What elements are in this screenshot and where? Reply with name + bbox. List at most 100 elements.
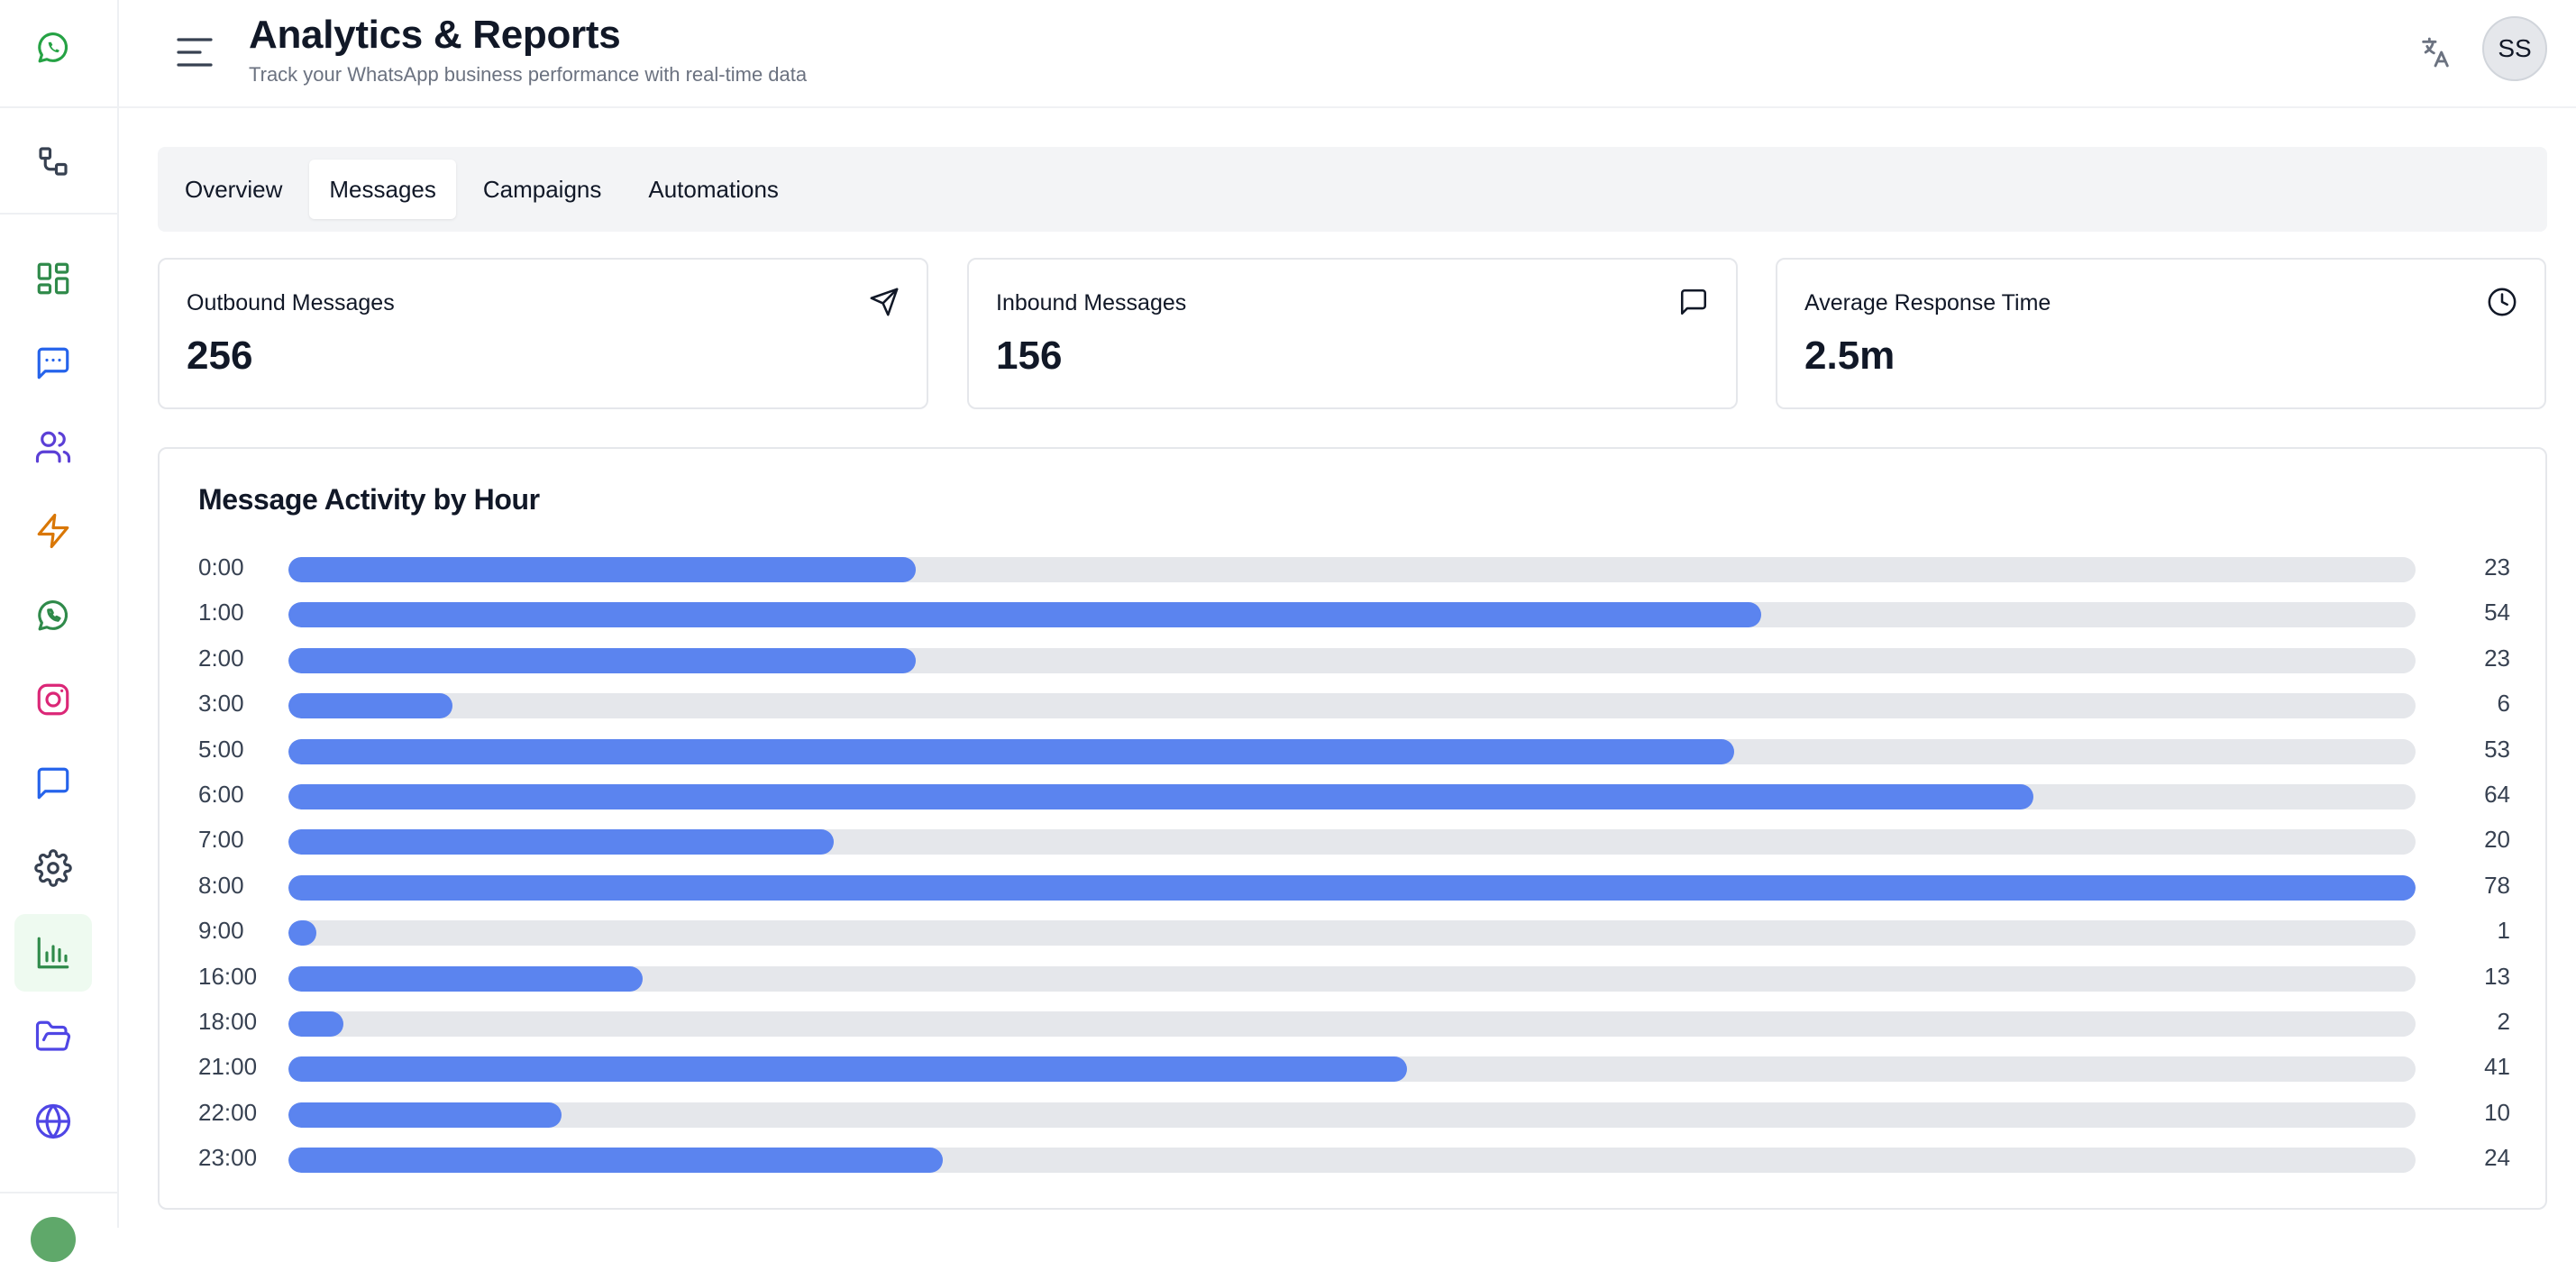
globe-icon (35, 1103, 71, 1139)
bar-track (288, 693, 2416, 719)
users-icon (35, 431, 71, 463)
sidebar-item-web[interactable] (14, 1083, 92, 1160)
tab-campaigns[interactable]: Campaigns (482, 175, 602, 203)
tab-messages[interactable]: Messages (309, 160, 456, 219)
bar-track (288, 738, 2416, 764)
page-subtitle: Track your WhatsApp business performance… (249, 63, 808, 86)
bar-track (288, 874, 2416, 901)
clock-icon (2488, 288, 2517, 316)
bar-fill (288, 738, 1734, 764)
bar-track (288, 602, 2416, 628)
sidebar-item-dashboard[interactable] (14, 240, 92, 317)
bar-fill (288, 557, 916, 582)
activity-row: 8:00 78 (198, 863, 2510, 908)
workflow-icon (39, 147, 68, 176)
sidebar (0, 0, 119, 1262)
sidebar-item-workflow[interactable] (14, 123, 92, 200)
activity-row: 18:00 2 (198, 999, 2510, 1044)
activity-row: 21:00 41 (198, 1044, 2510, 1089)
bar-fill (288, 1148, 944, 1174)
hour-label: 16:00 (198, 962, 258, 990)
bar-fill (288, 874, 2416, 901)
activity-row: 3:00 6 (198, 681, 2510, 726)
bar-value: 23 (2484, 644, 2510, 672)
panel-title: Message Activity by Hour (198, 483, 540, 516)
sidebar-item-files[interactable] (14, 998, 92, 1075)
sidebar-item-automations[interactable] (14, 492, 92, 570)
chat-icon (37, 767, 69, 800)
translate-icon (2422, 37, 2449, 68)
tab-overview[interactable]: Overview (185, 175, 283, 203)
bar-fill (288, 693, 452, 719)
hour-label: 1:00 (198, 599, 244, 626)
sidebar-user-avatar[interactable] (31, 1217, 76, 1262)
bar-value: 24 (2484, 1144, 2510, 1172)
hour-label: 2:00 (198, 644, 244, 672)
bar-track (288, 829, 2416, 855)
bar-track (288, 647, 2416, 673)
bar-value: 78 (2484, 871, 2510, 899)
hour-label: 9:00 (198, 917, 244, 945)
activity-row: 5:00 53 (198, 727, 2510, 772)
analytics-icon (37, 937, 69, 969)
bar-track (288, 920, 2416, 946)
bar-fill (288, 602, 1761, 628)
send-icon (870, 288, 899, 316)
bar-track (288, 1102, 2416, 1128)
bar-fill (288, 1011, 343, 1037)
whatsapp-logo-icon (38, 32, 69, 63)
bar-track (288, 1148, 2416, 1174)
user-avatar[interactable]: SS (2482, 16, 2547, 81)
sidebar-item-users[interactable] (14, 408, 92, 486)
sidebar-item-settings[interactable] (14, 829, 92, 907)
hamburger-menu-icon (177, 38, 213, 67)
activity-row: 16:00 13 (198, 954, 2510, 999)
card-label: Outbound Messages (187, 290, 395, 316)
sidebar-item-whatsapp-logo[interactable] (14, 9, 92, 87)
activity-row: 1:00 54 (198, 590, 2510, 635)
bar-fill (288, 647, 916, 673)
card-value: 156 (996, 334, 1063, 378)
tab-automations[interactable]: Automations (648, 175, 779, 203)
activity-row: 0:00 23 (198, 544, 2510, 590)
bar-value: 53 (2484, 735, 2510, 763)
language-button[interactable] (2412, 29, 2459, 76)
bar-fill (288, 1102, 562, 1128)
sidebar-item-analytics[interactable] (14, 914, 92, 992)
message-square-icon (1680, 288, 1707, 316)
bar-fill (288, 783, 2034, 809)
hour-label: 6:00 (198, 780, 244, 808)
bar-value: 54 (2484, 599, 2510, 626)
bar-fill (288, 920, 316, 946)
activity-bar-chart: 0:00 23 1:00 54 2:00 23 3:00 6 5:00 53 6:00 64 7:00 2… (198, 544, 2510, 1180)
outbound-messages-card: Outbound Messages 256 (158, 258, 928, 409)
bar-fill (288, 829, 835, 855)
whatsapp-icon (38, 600, 69, 631)
hour-label: 22:00 (198, 1098, 258, 1126)
activity-row: 6:00 64 (198, 772, 2510, 817)
messages-icon (37, 347, 69, 380)
hour-label: 23:00 (198, 1144, 258, 1172)
bar-value: 13 (2484, 962, 2510, 990)
sidebar-item-instagram[interactable] (14, 661, 92, 738)
average-response-time-card: Average Response Time 2.5m (1776, 258, 2546, 409)
top-bar: Analytics & Reports Track your WhatsApp … (119, 0, 2576, 108)
sidebar-item-chat[interactable] (14, 745, 92, 822)
bar-track (288, 965, 2416, 992)
page-title: Analytics & Reports (249, 13, 621, 57)
message-activity-panel: Message Activity by Hour 0:00 23 1:00 54 2:0… (158, 447, 2547, 1210)
card-value: 256 (187, 334, 253, 378)
card-label: Inbound Messages (996, 290, 1187, 316)
bar-value: 64 (2484, 780, 2510, 808)
sidebar-item-whatsapp[interactable] (14, 577, 92, 654)
sidebar-item-messages[interactable] (14, 325, 92, 402)
hour-label: 3:00 (198, 690, 244, 718)
instagram-icon (37, 683, 69, 716)
menu-toggle-button[interactable] (169, 27, 220, 78)
hour-label: 18:00 (198, 1007, 258, 1035)
bar-value: 6 (2497, 690, 2510, 718)
hour-label: 21:00 (198, 1053, 258, 1081)
card-label: Average Response Time (1804, 290, 2051, 316)
bar-fill (288, 965, 644, 992)
hour-label: 7:00 (198, 826, 244, 854)
